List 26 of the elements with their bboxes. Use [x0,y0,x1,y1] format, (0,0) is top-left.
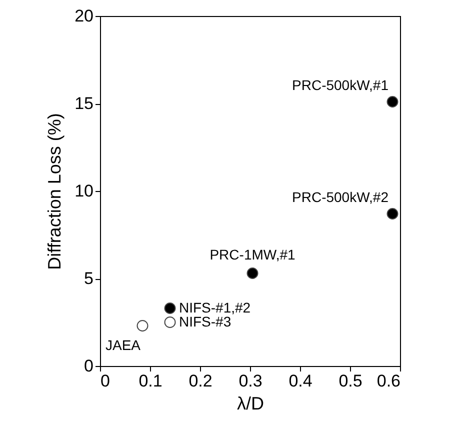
y-tick-label: 5 [84,269,94,288]
y-tick-label: 15 [74,94,94,113]
y-tick-label: 0 [84,356,94,376]
x-axis-title: λ/D [237,394,264,414]
annotation: NIFS-#3 [179,313,232,330]
x-tick-label: 0.4 [288,372,312,390]
x-tick-label: 0 [100,372,110,390]
annotation: PRC-1MW,#1 [210,246,296,262]
annotation: PRC-500kW,#2 [292,188,389,205]
annotation: JAEA [105,336,142,353]
x-tick-label: 0.2 [188,372,212,390]
x-tick-label: 0.6 [376,372,400,390]
point [386,208,398,220]
point [136,320,148,332]
x-tick-label: 0.3 [238,372,262,390]
point [164,316,176,328]
y-axis-title: Diffraction Loss (%) [44,113,65,270]
x-tick-label: 0.5 [338,372,362,390]
point [246,268,258,279]
y-tick-label: 20 [74,6,94,26]
x-tick-label: 0.1 [138,372,162,390]
y-tick-label: 10 [74,182,94,200]
point [386,96,398,108]
annotation: NIFS-#1,#2 [179,299,251,316]
annotation: PRC-500kW,#1 [292,76,389,93]
point [164,302,176,314]
